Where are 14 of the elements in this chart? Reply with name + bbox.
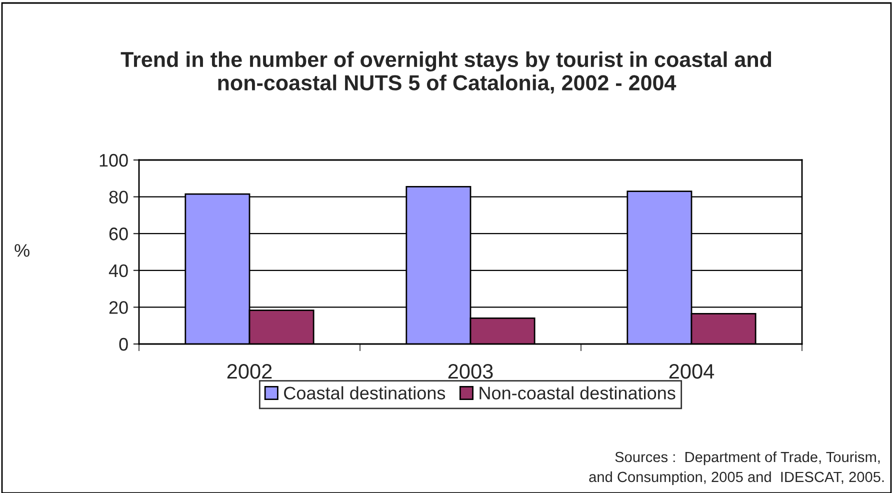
x-tick-label: 2004 [669,364,714,379]
y-tick-label: 60 [109,228,128,240]
y-tick-label: 40 [108,264,128,278]
y-tick-label: 0 [119,338,128,351]
chart-title: Trend in the number of overnight stays by tourist in coastal and non-coastal NUTS 5 of Catalonia, 2002 - 2004 [120,51,772,94]
legend-label: Non-coastal destinations [480,386,676,400]
x-tick-label: 2002 [227,364,272,379]
y-tick-label: 20 [109,301,128,314]
legend-label: Coastal destinations [284,386,446,400]
y-axis-title: % [14,244,30,257]
y-tick-label: 100 [100,154,128,167]
x-tick-label: 2003 [448,364,493,379]
y-tick-label: 80 [109,190,128,204]
source-note: Sources : Department of Trade, Tourism, and Consumption, 2005 and IDESCAT, 2005. [589,451,884,485]
